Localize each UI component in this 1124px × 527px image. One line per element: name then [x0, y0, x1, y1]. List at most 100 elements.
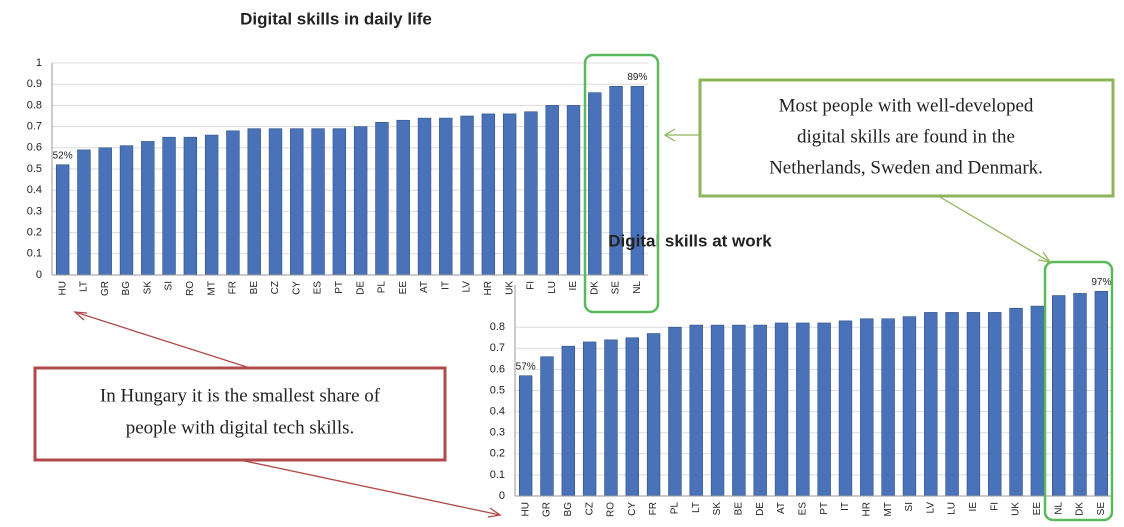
x-tick-label: CY [627, 502, 638, 516]
x-tick-label: IE [968, 502, 979, 512]
x-tick-label: HR [861, 502, 872, 516]
arrows [73, 128, 1052, 518]
bar [817, 322, 831, 497]
x-tick-label: IT [440, 281, 451, 290]
bar [710, 324, 725, 497]
bar [966, 312, 981, 497]
x-tick-label: CZ [584, 502, 595, 515]
x-tick-label: MT [883, 502, 894, 516]
bar [945, 312, 959, 497]
y-tick-label: 0.2 [27, 227, 42, 239]
bar [183, 136, 198, 276]
x-tick-label: CY [291, 281, 302, 295]
x-tick-label: SI [904, 502, 915, 511]
bar [311, 128, 325, 276]
bar [226, 130, 240, 276]
x-tick-label: IT [840, 502, 851, 511]
x-tick-label: AT [419, 281, 430, 293]
bar [540, 356, 554, 497]
note-box [33, 366, 447, 462]
y-tick-label: 0.1 [27, 248, 42, 260]
bar [988, 312, 1002, 497]
bar [881, 318, 895, 497]
bar [375, 122, 389, 276]
x-tick-label: GR [542, 502, 553, 517]
x-tick-label: CZ [270, 281, 281, 294]
x-tick-label: PL [670, 502, 681, 515]
bar [502, 113, 517, 276]
chart-title: Digital skills at work [608, 231, 772, 250]
bar [98, 147, 112, 276]
x-tick-label: DK [1075, 502, 1086, 516]
bar [204, 134, 219, 276]
bar [439, 117, 453, 276]
y-tick-label: 0.2 [490, 448, 505, 460]
bar [604, 339, 618, 497]
x-tick-label: MT [206, 281, 217, 295]
bar [860, 318, 874, 497]
bar [796, 322, 810, 497]
x-tick-label: LT [691, 502, 702, 513]
x-tick-label: DE [355, 281, 366, 295]
x-tick-label: PL [377, 281, 388, 294]
bar [1030, 305, 1045, 497]
x-tick-label: RO [606, 502, 617, 517]
bar [417, 117, 432, 276]
x-tick-label: BE [734, 502, 745, 516]
x-tick-label: LU [547, 281, 558, 294]
y-tick-label: 0 [499, 490, 505, 502]
x-tick-label: EE [398, 281, 409, 295]
x-tick-label: ES [797, 502, 808, 516]
x-tick-label: PT [334, 281, 345, 294]
value-label: 97% [1091, 277, 1111, 288]
chart-title: Digital skills in daily life [240, 9, 432, 28]
bar [646, 333, 661, 497]
x-tick-label: BG [563, 502, 574, 517]
y-tick-label: 0.6 [490, 363, 505, 375]
bar [524, 111, 538, 276]
x-tick-label: DK [589, 281, 600, 295]
bar [141, 141, 155, 276]
x-tick-label: BE [249, 281, 260, 295]
bar [732, 324, 746, 497]
bar [753, 324, 767, 497]
bar [838, 320, 853, 497]
y-tick-label: 0.7 [490, 342, 505, 354]
bar [119, 145, 134, 276]
x-tick-label: IE [568, 281, 579, 291]
x-tick-label: EE [1032, 502, 1043, 516]
x-tick-label: FR [648, 502, 659, 515]
bar [588, 92, 602, 276]
x-tick-label: FR [228, 281, 239, 294]
x-tick-label: NL [632, 281, 643, 294]
bar [268, 128, 283, 276]
y-tick-label: 0.5 [490, 384, 505, 396]
bar [290, 128, 304, 276]
bar [545, 105, 559, 276]
bar [924, 312, 938, 497]
x-tick-label: DE [755, 502, 766, 516]
bar [902, 316, 917, 497]
note-text: digital skills are found in the [797, 126, 1015, 147]
bar [1052, 295, 1066, 497]
x-tick-label: LV [925, 502, 936, 514]
x-tick-label: HU [520, 502, 531, 516]
x-tick-label: LV [462, 281, 473, 293]
bar [55, 164, 70, 276]
bar [582, 341, 597, 497]
x-tick-label: UK [504, 281, 515, 295]
bar [1073, 293, 1087, 497]
bar [162, 136, 176, 276]
y-tick-label: 0 [36, 269, 42, 281]
y-tick-label: 1 [36, 57, 42, 69]
bar [689, 324, 703, 497]
highlight-box [1043, 260, 1114, 522]
y-tick-label: 0.3 [490, 427, 505, 439]
y-tick-label: 0.3 [27, 205, 42, 217]
x-tick-label: SK [142, 281, 153, 295]
bar [1009, 307, 1023, 497]
bar [566, 105, 581, 276]
y-tick-label: 0.7 [27, 121, 42, 133]
note-text: people with digital tech skills. [126, 417, 355, 438]
